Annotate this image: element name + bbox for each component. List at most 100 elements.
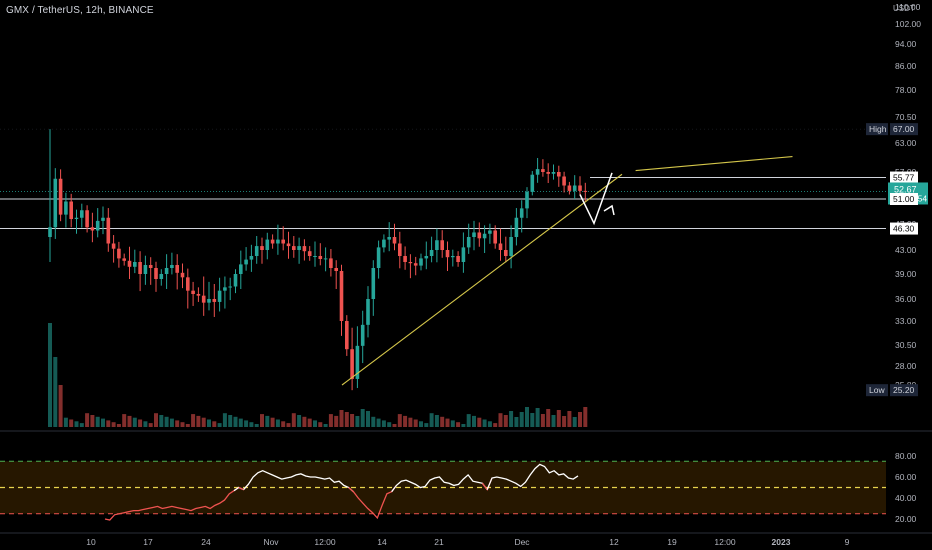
candle-body: [180, 272, 185, 278]
candle-body: [164, 268, 169, 274]
price-tag-label-box: [866, 123, 888, 136]
volume-bar: [339, 410, 344, 427]
volume-bar: [307, 418, 312, 427]
candle-body: [143, 265, 148, 274]
candle-body: [567, 185, 572, 191]
volume-bars: [48, 323, 588, 427]
volume-bar: [487, 421, 492, 427]
volume-bar: [302, 416, 307, 427]
candle-body: [334, 268, 338, 271]
candle-body: [525, 191, 529, 209]
volume-bar: [567, 411, 572, 427]
rsi-pane[interactable]: [0, 430, 932, 534]
volume-bar: [350, 414, 355, 427]
volume-bar: [498, 413, 503, 427]
volume-bar: [122, 414, 127, 427]
volume-bar: [222, 413, 227, 427]
candle-body: [270, 239, 275, 244]
volume-bar: [503, 415, 508, 427]
volume-bar: [164, 416, 169, 427]
rsi-line-segment: [104, 486, 240, 521]
rsi-line: [104, 463, 579, 521]
volume-bar: [90, 415, 95, 427]
volume-bar: [281, 421, 286, 427]
candle-body: [488, 230, 492, 234]
time-tick-label: 21: [434, 537, 444, 547]
price-tags: High67.0055.7752.6703:46:5451.0046.30Low…: [866, 123, 928, 397]
candle-body: [223, 287, 227, 291]
trend-lines[interactable]: [341, 155, 793, 386]
time-tick-label: 9: [845, 537, 850, 547]
candle-body: [424, 256, 429, 259]
candle-body: [535, 169, 540, 175]
trend-line: [635, 155, 793, 172]
volume-bar: [291, 413, 296, 427]
candle-body: [217, 290, 222, 302]
volume-bar: [525, 407, 529, 427]
candle-body: [201, 295, 206, 303]
candle-body: [53, 178, 58, 228]
candle-body: [154, 268, 158, 279]
volume-bar: [159, 415, 164, 427]
candle-body: [148, 265, 153, 268]
price-tick-label: 70.50: [895, 112, 917, 122]
volume-bar: [48, 323, 52, 427]
volume-bar: [424, 423, 429, 427]
candle-body: [583, 190, 588, 192]
candle-body: [482, 233, 487, 239]
price-tick-label: 36.00: [895, 294, 917, 304]
candle-body: [85, 210, 89, 228]
candle-body: [429, 250, 434, 256]
rsi-line-segment: [243, 469, 354, 493]
volume-bar: [376, 418, 381, 427]
volume-bar: [79, 423, 84, 427]
volume-bar: [562, 416, 567, 427]
volume-bar: [466, 414, 471, 427]
volume-bar: [323, 424, 328, 427]
volume-bar: [175, 420, 180, 427]
time-axis[interactable]: 10 17 24 Nov 12:00 14 21 Dec 12 19 12:00 2023 9: [86, 537, 849, 547]
volume-bar: [207, 419, 211, 427]
volume-bar: [318, 422, 323, 427]
volume-bar: [233, 416, 238, 427]
candle-body: [366, 299, 370, 325]
rsi-line-segment: [486, 463, 579, 490]
candle-body: [398, 243, 402, 256]
volume-bar: [154, 413, 158, 427]
volume-bar: [355, 416, 360, 427]
candle-body: [376, 247, 381, 268]
candle-body: [80, 210, 84, 218]
volume-bar: [509, 411, 514, 427]
candle-body: [58, 178, 63, 215]
candle-body: [244, 259, 248, 265]
candle-body: [64, 201, 68, 215]
candle-body: [95, 220, 100, 231]
candle-body: [413, 263, 418, 266]
candle-body: [546, 172, 550, 174]
candle-body: [228, 286, 232, 288]
horizontal-levels[interactable]: [0, 128, 886, 230]
candle-body: [302, 246, 307, 252]
price-tick-label: 110.00: [895, 2, 921, 12]
candle-body: [48, 227, 52, 237]
candle-body: [472, 232, 476, 237]
volume-bar: [95, 416, 100, 427]
candle-body: [360, 324, 365, 346]
candle-body: [461, 247, 466, 262]
candle-body: [382, 239, 386, 248]
volume-bar: [546, 409, 551, 427]
price-tick-label: 33.00: [895, 316, 917, 326]
price-tick-label: 30.50: [895, 340, 917, 350]
price-tick-label: 39.00: [895, 269, 917, 279]
candle-body: [466, 237, 471, 248]
candle-body: [313, 256, 317, 257]
candle-body: [557, 172, 561, 177]
price-tag-label: High: [869, 124, 887, 134]
candle-body: [186, 277, 190, 291]
volume-bar: [244, 420, 249, 427]
volume-bar: [265, 415, 270, 427]
volume-bar: [217, 423, 222, 427]
level-tag-value: 55.77: [893, 173, 915, 183]
volume-bar: [127, 415, 132, 427]
